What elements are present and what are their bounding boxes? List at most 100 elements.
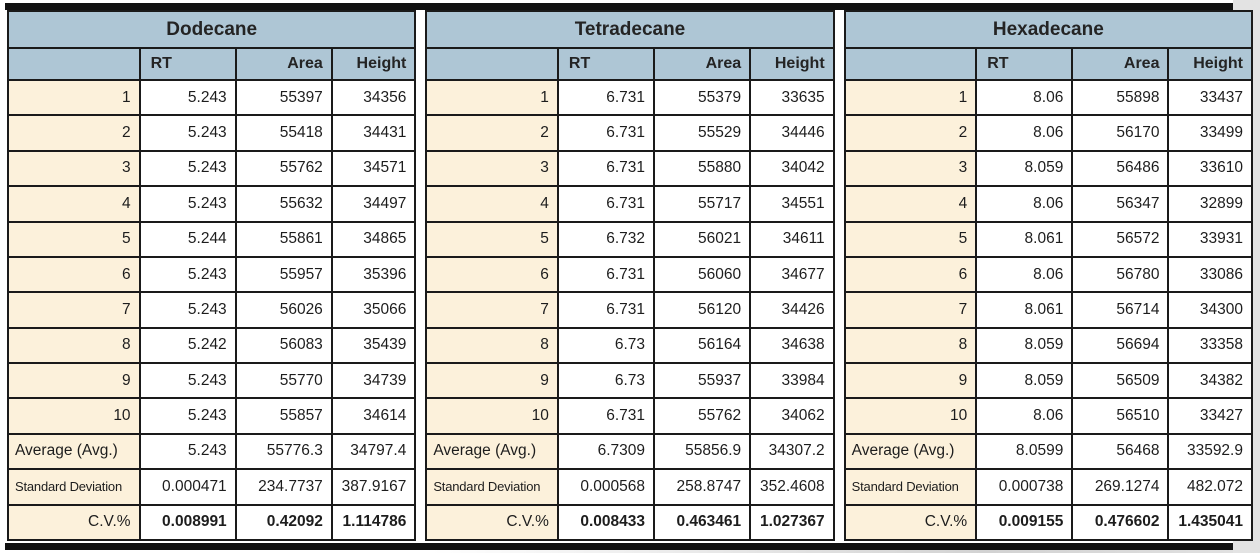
table-header-row: RT Area Height <box>7 47 417 81</box>
rt-value: 6.732 <box>556 220 656 258</box>
height-value: 34062 <box>749 397 835 435</box>
row-label: 2 <box>843 114 978 152</box>
area-value: 0.42092 <box>234 503 333 541</box>
area-value: 56170 <box>1071 114 1170 152</box>
height-value: 33931 <box>1167 220 1253 258</box>
table-row: 8 6.73 56164 34638 <box>425 326 835 365</box>
table-row: Average (Avg.) 6.7309 55856.9 34307.2 <box>425 432 835 471</box>
rt-value: 8.061 <box>975 220 1074 258</box>
row-label: 2 <box>425 114 559 152</box>
height-value: 34739 <box>330 361 417 400</box>
height-value: 34431 <box>330 114 417 152</box>
corner-cell <box>843 47 978 81</box>
rt-value: 8.06 <box>975 255 1074 294</box>
table-title-row: Tetradecane <box>425 10 835 49</box>
row-label: 5 <box>425 220 559 258</box>
area-value: 56164 <box>653 326 752 365</box>
table-row: 8 5.242 56083 35439 <box>7 326 417 365</box>
height-value: 32899 <box>1167 185 1253 223</box>
page-edge-strip-bottom <box>0 550 1233 553</box>
column-header-height: Height <box>330 47 417 81</box>
table-title: Tetradecane <box>425 10 835 49</box>
table-header-row: RT Area Height <box>843 47 1253 81</box>
area-value: 56486 <box>1071 149 1170 188</box>
area-value: 56780 <box>1071 255 1170 294</box>
height-value: 33358 <box>1167 326 1253 365</box>
row-label: 7 <box>7 291 141 329</box>
rt-value: 0.000568 <box>556 468 656 506</box>
table-row: 7 5.243 56026 35066 <box>7 291 417 329</box>
height-value: 33086 <box>1167 255 1253 294</box>
table-row: Average (Avg.) 8.0599 56468 33592.9 <box>843 432 1253 471</box>
row-label: 10 <box>425 397 559 435</box>
rt-value: 8.059 <box>975 149 1074 188</box>
row-label: 3 <box>425 149 559 188</box>
height-value: 34446 <box>749 114 835 152</box>
area-value: 55529 <box>653 114 752 152</box>
row-label: Standard Deviation <box>425 468 559 506</box>
rt-value: 6.731 <box>556 291 656 329</box>
rt-value: 5.244 <box>138 220 237 258</box>
row-label: Average (Avg.) <box>843 432 978 471</box>
height-value: 35066 <box>330 291 417 329</box>
table-row: 2 8.06 56170 33499 <box>843 114 1253 152</box>
table-row: 4 8.06 56347 32899 <box>843 185 1253 223</box>
table-row: 1 8.06 55898 33437 <box>843 78 1253 117</box>
height-value: 34497 <box>330 185 417 223</box>
row-label: C.V.% <box>425 503 559 541</box>
table-row: 6 6.731 56060 34677 <box>425 255 835 294</box>
area-value: 56572 <box>1071 220 1170 258</box>
row-label: Standard Deviation <box>843 468 978 506</box>
rt-value: 0.000738 <box>975 468 1074 506</box>
height-value: 352.4608 <box>749 468 835 506</box>
table-row: 3 8.059 56486 33610 <box>843 149 1253 188</box>
rt-value: 6.731 <box>556 185 656 223</box>
row-label: 1 <box>7 78 141 117</box>
rt-value: 0.008991 <box>138 503 237 541</box>
table-row: 5 8.061 56572 33931 <box>843 220 1253 258</box>
area-value: 55397 <box>234 78 333 117</box>
height-value: 34382 <box>1167 361 1253 400</box>
rt-value: 5.243 <box>138 361 237 400</box>
rt-value: 5.243 <box>138 255 237 294</box>
area-value: 56060 <box>653 255 752 294</box>
area-value: 55632 <box>234 185 333 223</box>
table-title: Hexadecane <box>843 10 1253 49</box>
row-label: 4 <box>7 185 141 223</box>
row-label: Average (Avg.) <box>7 432 141 471</box>
row-label: 3 <box>843 149 978 188</box>
area-value: 234.7737 <box>234 468 333 506</box>
height-value: 33427 <box>1167 397 1253 435</box>
table-row: 2 5.243 55418 34431 <box>7 114 417 152</box>
row-label: 10 <box>843 397 978 435</box>
compound-table-dodecane: Dodecane RT Area Height 1 5.243 55397 34356… <box>6 10 417 541</box>
table-row: 5 5.244 55861 34865 <box>7 220 417 258</box>
area-value: 55856.9 <box>653 432 752 471</box>
height-value: 35439 <box>330 326 417 365</box>
height-value: 33610 <box>1167 149 1253 188</box>
rt-value: 8.06 <box>975 114 1074 152</box>
compound-table-tetradecane: Tetradecane RT Area Height 1 6.731 55379 33… <box>425 10 835 541</box>
table-row: 10 5.243 55857 34614 <box>7 397 417 435</box>
height-value: 34638 <box>749 326 835 365</box>
table-row: 3 6.731 55880 34042 <box>425 149 835 188</box>
area-value: 55717 <box>653 185 752 223</box>
height-value: 34307.2 <box>749 432 835 471</box>
row-label: Average (Avg.) <box>425 432 559 471</box>
area-value: 55957 <box>234 255 333 294</box>
table-row: 10 6.731 55762 34062 <box>425 397 835 435</box>
area-value: 56120 <box>653 291 752 329</box>
table-row: 10 8.06 56510 33427 <box>843 397 1253 435</box>
rt-value: 6.7309 <box>556 432 656 471</box>
rt-value: 8.06 <box>975 78 1074 117</box>
row-label: 4 <box>425 185 559 223</box>
table-row: Standard Deviation 0.000738 269.1274 482.07… <box>843 468 1253 506</box>
table-body: 1 6.731 55379 33635 2 6.731 55529 34446 3 6.731 55… <box>425 78 835 541</box>
height-value: 34797.4 <box>330 432 417 471</box>
table-row: Average (Avg.) 5.243 55776.3 34797.4 <box>7 432 417 471</box>
row-label: Standard Deviation <box>7 468 141 506</box>
rt-value: 6.731 <box>556 114 656 152</box>
rt-value: 0.009155 <box>975 503 1074 541</box>
row-label: 5 <box>7 220 141 258</box>
column-header-area: Area <box>234 47 333 81</box>
